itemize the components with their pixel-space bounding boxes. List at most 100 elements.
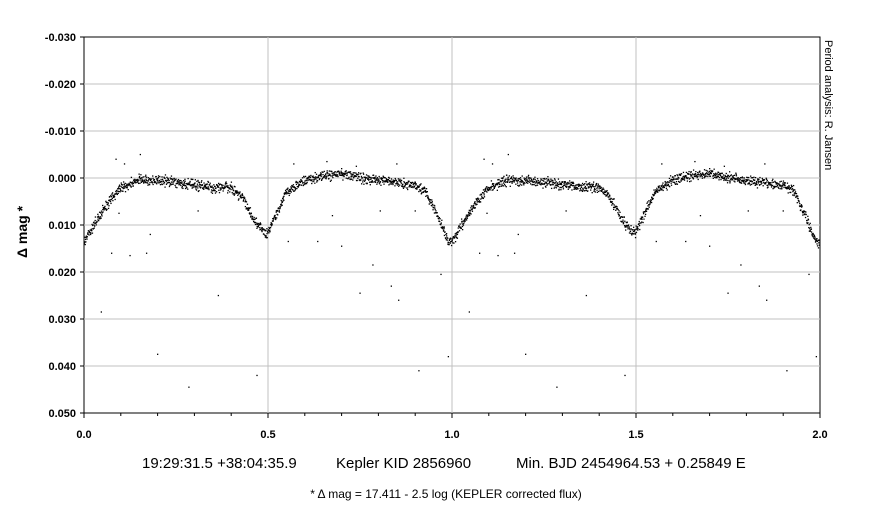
data-point: [513, 181, 515, 183]
data-point: [253, 218, 255, 221]
data-point: [414, 182, 416, 184]
data-point: [530, 178, 533, 181]
data-point: [319, 177, 321, 180]
data-point: [410, 186, 412, 189]
data-point: [372, 264, 374, 266]
data-point: [161, 176, 163, 178]
data-point: [498, 178, 500, 181]
data-point: [444, 231, 446, 233]
data-point: [217, 186, 220, 188]
data-point: [278, 207, 280, 209]
data-point: [655, 240, 657, 243]
data-point: [551, 184, 553, 186]
data-point: [624, 374, 626, 377]
data-point: [384, 177, 386, 179]
data-point: [737, 177, 740, 179]
data-point: [200, 181, 202, 183]
data-point: [758, 178, 760, 181]
data-point: [475, 198, 477, 200]
data-point: [415, 183, 417, 185]
data-point: [332, 174, 334, 176]
data-point: [792, 190, 794, 193]
data-point: [744, 183, 747, 186]
data-point: [528, 179, 530, 181]
data-point: [771, 179, 773, 182]
data-point: [155, 175, 157, 178]
data-point: [345, 172, 348, 174]
data-point: [442, 228, 444, 230]
data-point: [275, 211, 277, 213]
data-point: [300, 180, 302, 183]
data-point: [661, 163, 663, 165]
data-point: [627, 224, 630, 226]
data-point: [696, 175, 698, 177]
data-point: [400, 182, 402, 184]
data-point: [103, 209, 105, 211]
data-point: [371, 180, 373, 182]
data-point: [723, 179, 725, 182]
data-point: [229, 187, 231, 190]
data-point: [610, 198, 612, 200]
data-point: [493, 183, 495, 185]
data-point: [162, 180, 165, 182]
data-point: [180, 184, 182, 187]
data-point: [98, 216, 100, 218]
data-point: [623, 225, 626, 227]
data-point: [689, 173, 692, 175]
data-point: [818, 239, 820, 241]
data-point: [690, 180, 692, 182]
data-point: [673, 178, 675, 181]
data-point: [739, 178, 741, 181]
data-point: [507, 153, 509, 156]
data-point: [419, 184, 421, 186]
data-point: [347, 177, 349, 180]
data-point: [754, 179, 756, 181]
data-point: [431, 201, 433, 203]
data-point: [762, 179, 765, 182]
data-point: [408, 184, 411, 186]
data-point: [254, 218, 256, 220]
data-point: [351, 175, 353, 178]
data-point: [579, 187, 581, 190]
data-point: [474, 201, 476, 203]
data-point: [350, 172, 352, 175]
data-point: [499, 185, 501, 188]
data-point: [197, 190, 200, 193]
data-point: [307, 179, 309, 182]
data-point: [429, 202, 431, 204]
data-point: [699, 170, 701, 172]
data-point: [434, 207, 436, 209]
data-point: [501, 180, 503, 182]
data-point: [796, 197, 799, 199]
data-point: [254, 221, 256, 223]
data-point: [628, 226, 630, 228]
data-point: [567, 181, 569, 184]
data-point: [337, 175, 339, 178]
data-point: [86, 236, 88, 238]
data-point: [251, 215, 254, 218]
data-point: [441, 227, 443, 229]
data-point: [745, 179, 747, 181]
credit-note: Period analysis: R. Jansen: [822, 40, 834, 170]
data-point: [564, 184, 566, 186]
data-point: [516, 182, 519, 184]
data-point: [94, 219, 96, 222]
data-point: [263, 229, 265, 231]
data-point: [409, 181, 412, 184]
data-point: [771, 181, 773, 184]
data-point: [379, 210, 381, 212]
data-point: [521, 175, 523, 177]
data-point: [584, 185, 587, 188]
data-point: [525, 180, 527, 182]
data-point: [673, 181, 676, 183]
data-point: [369, 176, 371, 179]
data-point: [126, 183, 128, 185]
data-point: [183, 183, 185, 185]
data-point: [738, 177, 740, 180]
data-point: [377, 180, 379, 183]
data-point: [289, 190, 291, 192]
data-point: [626, 221, 628, 223]
data-point: [346, 174, 348, 176]
data-point: [486, 186, 488, 188]
data-point: [343, 174, 345, 176]
